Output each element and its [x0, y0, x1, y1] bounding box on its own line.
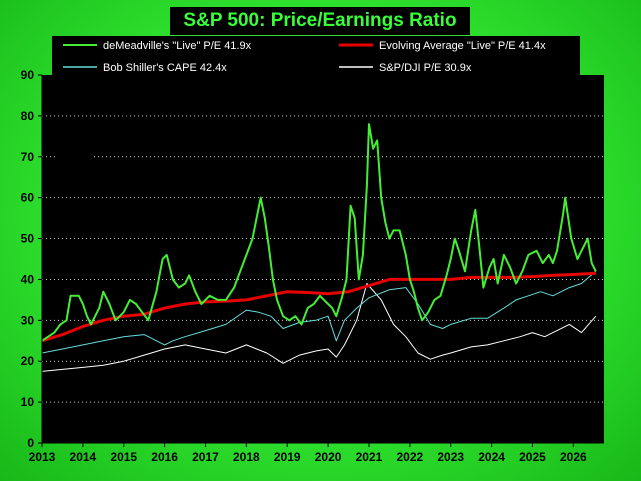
legend: deMeadville's "Live" P/E 41.9x Evolving A… — [52, 36, 580, 82]
y-tick-label: 40 — [21, 272, 35, 286]
x-tick-label: 2014 — [70, 450, 97, 464]
x-tick-label: 2018 — [233, 450, 260, 464]
formula-range: 1 --->503 — [54, 171, 97, 183]
y-tick-label: 90 — [21, 68, 35, 82]
formula-line-2: Earnings per Share — [119, 128, 209, 140]
series-lines — [41, 123, 597, 372]
series-line-0 — [41, 123, 597, 342]
x-tick-label: 2013 — [29, 450, 56, 464]
y-tick-label: 10 — [21, 395, 35, 409]
formula-line-3: x — [121, 143, 128, 155]
axes — [38, 74, 604, 447]
legend-label-2: Bob Shiller's CAPE 42.4x — [103, 62, 227, 74]
series-line-1 — [41, 271, 596, 343]
legend-label-3: S&P/DJI P/E 30.9x — [379, 62, 472, 74]
y-tick-label: 0 — [27, 436, 34, 450]
series-line-3 — [41, 283, 597, 372]
x-tick-label: 2017 — [192, 450, 219, 464]
chart-title: S&P 500: Price/Earnings Ratio — [170, 7, 470, 35]
formula-annotation: Σ Price ÷ Earnings per Share x Index Weightin… — [48, 96, 209, 215]
y-tick-label: 50 — [21, 232, 35, 246]
y-tick-label: 20 — [21, 354, 35, 368]
x-tick-label: 2025 — [519, 450, 546, 464]
y-tick-label: 60 — [21, 191, 35, 205]
formula-line-4: Index Weighting — [119, 161, 196, 173]
series-line-2 — [41, 270, 597, 354]
legend-label-0: deMeadville's "Live" P/E 41.9x — [103, 40, 252, 52]
x-tick-labels: 2013 2014 2015 2016 2017 2018 2019 2020 2021 2022… — [29, 450, 587, 464]
x-tick-label: 2019 — [274, 450, 301, 464]
x-tick-label: 2024 — [478, 450, 505, 464]
x-tick-label: 2021 — [356, 450, 383, 464]
x-tick-label: 2015 — [110, 450, 137, 464]
gridlines — [42, 115, 604, 403]
y-tick-labels: 0 10 20 30 40 50 60 70 80 90 — [21, 68, 35, 450]
formula-note-1: ascribed a p/e of their stock price) — [48, 203, 201, 215]
y-tick-label: 80 — [21, 109, 35, 123]
formula-note-0: (Earningless companies are — [60, 188, 187, 200]
x-tick-label: 2016 — [151, 450, 178, 464]
y-tick-label: 30 — [21, 313, 35, 327]
legend-label-1: Evolving Average "Live" P/E 41.4x — [379, 40, 546, 52]
plot-background — [42, 75, 604, 443]
formula-line-0: Price — [120, 96, 144, 108]
x-tick-label: 2026 — [560, 450, 587, 464]
y-tick-label: 70 — [21, 150, 35, 164]
formula-line-1: ÷ — [122, 110, 128, 122]
x-tick-label: 2020 — [315, 450, 342, 464]
x-tick-label: 2023 — [437, 450, 464, 464]
sigma-symbol: Σ — [55, 103, 97, 174]
legend-box — [52, 36, 580, 82]
x-tick-label: 2022 — [397, 450, 424, 464]
